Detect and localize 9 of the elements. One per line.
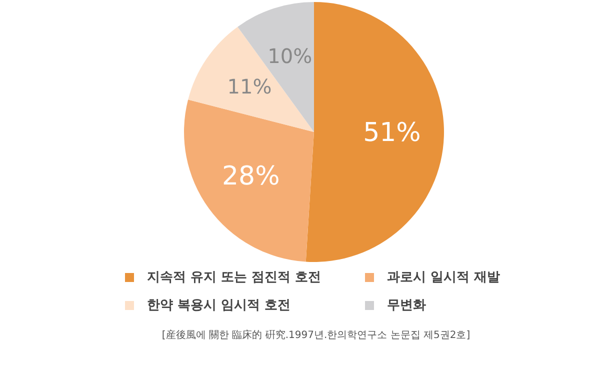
data-label: 10% bbox=[268, 44, 312, 68]
legend-label: 과로시 일시적 재발 bbox=[387, 269, 500, 286]
legend-label: 한약 복용시 임시적 호전 bbox=[147, 297, 291, 314]
text: [産後風에 關한 臨床的 硏究.1997년.한의학연구소 논문집 제5권2호] bbox=[160, 328, 472, 342]
data-label: 28% bbox=[222, 162, 280, 192]
legend-label: 지속적 유지 또는 점진적 호전 bbox=[147, 269, 322, 286]
data-label: 11% bbox=[227, 74, 272, 98]
legend-label: 무변화 bbox=[387, 297, 426, 314]
data-label: 51% bbox=[363, 118, 421, 148]
